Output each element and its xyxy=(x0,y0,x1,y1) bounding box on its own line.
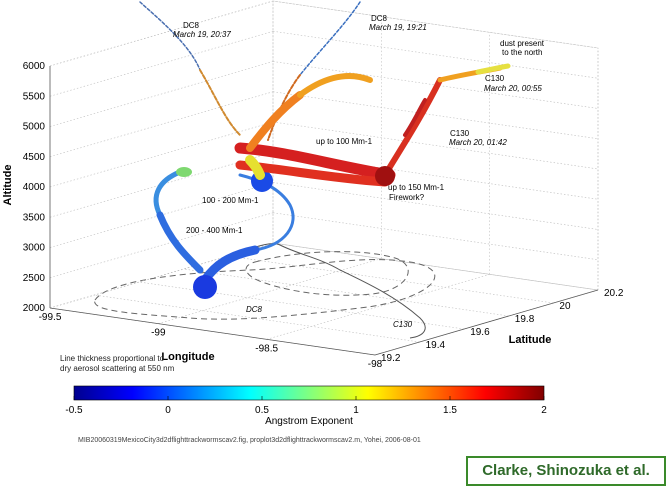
c130-second-name: C130 xyxy=(450,129,470,138)
colorbar-tick-1: 0 xyxy=(165,405,171,416)
colorbar-tick-5: 2 xyxy=(541,405,547,416)
altitude-ticks: 6000 5500 5000 4500 4000 3500 3000 2500 2000 xyxy=(23,61,46,314)
longitude-tick-2: -98.5 xyxy=(255,343,278,354)
svg-text:dry aerosol scattering at 550: dry aerosol scattering at 550 nm xyxy=(60,364,175,373)
range-200-400-label: 200 - 400 Mm-1 xyxy=(186,226,243,235)
dc8-track xyxy=(139,1,361,299)
altitude-tick-8: 2000 xyxy=(23,303,46,314)
longitude-tick-0: -99.5 xyxy=(39,312,62,323)
latitude-tick-5: 20.2 xyxy=(604,288,624,299)
altitude-tick-6: 3000 xyxy=(23,243,46,254)
dc8-ground-shadow xyxy=(94,259,436,320)
colorbar-tick-2: 0.5 xyxy=(255,405,269,416)
altitude-tick-4: 4000 xyxy=(23,182,46,193)
longitude-tick-3: -98 xyxy=(368,359,383,370)
dc8-low-point xyxy=(193,275,217,299)
colorbar-tick-3: 1 xyxy=(353,405,359,416)
latitude-ticks: 19.2 19.4 19.6 19.8 20 20.2 xyxy=(381,288,624,364)
altitude-label: Altitude xyxy=(2,165,14,206)
ground-track-shadows xyxy=(94,243,436,339)
colorbar-tick-0: -0.5 xyxy=(65,405,83,416)
footer-filename: MIB20060319MexicoCity3d2dflighttrackworm… xyxy=(78,437,421,444)
up-to-150-label: up to 150 Mm-1 xyxy=(388,183,445,192)
latitude-label: Latitude xyxy=(509,334,552,346)
thickness-note: Line thickness proportional to dry aeros… xyxy=(60,354,175,373)
dc8-top-left-name: DC8 xyxy=(183,21,200,30)
colorbar-ticks: -0.5 0 0.5 1 1.5 2 xyxy=(65,396,547,416)
solid-ground-track xyxy=(209,243,426,339)
svg-text:Line thickness proportional to: Line thickness proportional to xyxy=(60,354,165,363)
altitude-tick-3: 4500 xyxy=(23,152,46,163)
dc8-ground-label: DC8 xyxy=(246,305,263,314)
latitude-tick-4: 20 xyxy=(559,301,571,312)
longitude-label: Longitude xyxy=(161,351,214,363)
credit-box: Clarke, Shinozuka et al. xyxy=(466,456,666,486)
annotations: DC8 March 19, 20:37 DC8 March 19, 19:21 … xyxy=(173,14,545,329)
altitude-tick-1: 5500 xyxy=(23,91,46,102)
altitude-tick-5: 3500 xyxy=(23,212,46,223)
firework-point xyxy=(375,166,395,186)
c130-first-time: March 20, 00:55 xyxy=(484,84,542,93)
up-to-100-label: up to 100 Mm-1 xyxy=(316,137,373,146)
colorbar-tick-4: 1.5 xyxy=(443,405,457,416)
altitude-tick-7: 2500 xyxy=(23,273,46,284)
dc8-green-point xyxy=(176,167,192,177)
c130-first-name: C130 xyxy=(485,74,505,83)
c130-ground-shadow xyxy=(245,251,409,296)
longitude-ticks: -99.5 -99 -98.5 -98 xyxy=(39,312,383,370)
colorbar-label: Angstrom Exponent xyxy=(265,416,353,427)
dc8-top-left-time: March 19, 20:37 xyxy=(173,30,231,39)
c130-track xyxy=(234,63,511,187)
latitude-tick-2: 19.6 xyxy=(470,327,490,338)
range-100-200-label: 100 - 200 Mm-1 xyxy=(202,196,259,205)
dc8-top-right-time: March 19, 19:21 xyxy=(369,23,427,32)
c130-second-time: March 20, 01:42 xyxy=(449,138,507,147)
latitude-tick-1: 19.4 xyxy=(426,340,446,351)
latitude-tick-3: 19.8 xyxy=(515,314,535,325)
altitude-tick-2: 5000 xyxy=(23,122,46,133)
latitude-tick-0: 19.2 xyxy=(381,353,401,364)
c130-ground-label: C130 xyxy=(393,320,413,329)
colorbar xyxy=(73,385,545,401)
axes-box xyxy=(49,66,599,356)
dust-line1: dust present xyxy=(500,39,545,48)
dust-line2: to the north xyxy=(502,48,542,57)
dc8-top-right-name: DC8 xyxy=(371,14,388,23)
firework-label: Firework? xyxy=(389,193,425,202)
longitude-tick-1: -99 xyxy=(151,328,166,339)
altitude-tick-0: 6000 xyxy=(23,61,46,72)
